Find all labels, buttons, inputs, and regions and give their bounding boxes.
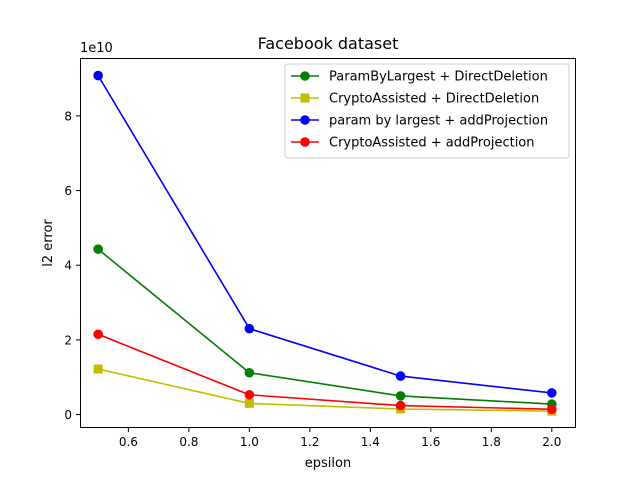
x-tick-label: 1.6 — [421, 435, 440, 449]
x-tick-label: 0.8 — [179, 435, 198, 449]
y-tick-label: 2 — [64, 333, 72, 347]
data-point — [244, 367, 255, 378]
legend-marker — [300, 71, 310, 81]
x-tick-label: 1.4 — [361, 435, 380, 449]
x-tick-label: 1.2 — [300, 435, 319, 449]
y-tick-label: 0 — [64, 408, 72, 422]
x-axis-ticks: 0.6 0.8 1.0 1.2 1.4 1.6 1.8 2.0 — [119, 428, 561, 449]
y-axis-label: l2 error — [41, 219, 56, 267]
x-tick-label: 2.0 — [542, 435, 561, 449]
legend-marker — [300, 115, 310, 125]
series-line — [97, 368, 552, 412]
y-axis-ticks: 0 2 4 6 8 — [64, 109, 80, 422]
legend-box — [284, 63, 570, 159]
data-point — [93, 70, 103, 81]
legend-marker — [300, 93, 310, 103]
y-scale-offset-label: 1e10 — [80, 41, 113, 56]
data-point — [93, 329, 103, 340]
legend-label: param by largest + addProjection — [329, 114, 548, 129]
legend-item: CryptoAssisted + addProjection — [291, 136, 535, 151]
x-axis-label: epsilon — [305, 456, 351, 471]
series-line — [97, 248, 552, 405]
series-line — [97, 333, 552, 411]
data-point — [547, 404, 557, 415]
legend-label: CryptoAssisted + addProjection — [329, 136, 535, 151]
legend-item: ParamByLargest + DirectDeletion — [291, 70, 548, 85]
legend-label: CryptoAssisted + DirectDeletion — [329, 92, 539, 107]
plot-frame — [80, 58, 576, 428]
data-point — [395, 400, 406, 411]
y-tick-label: 6 — [64, 184, 72, 198]
data-point — [93, 244, 103, 254]
series-3 — [93, 70, 557, 398]
x-tick-label: 1.0 — [240, 435, 259, 449]
x-tick-label: 1.8 — [482, 435, 501, 449]
chart-title: Facebook dataset — [258, 34, 399, 53]
data-point — [395, 371, 406, 381]
legend-label: ParamByLargest + DirectDeletion — [329, 70, 548, 85]
legend-marker — [300, 137, 310, 147]
series-4 — [93, 329, 557, 415]
data-point — [395, 391, 406, 401]
series-1 — [93, 244, 557, 409]
legend: ParamByLargest + DirectDeletion CryptoAss… — [284, 63, 570, 159]
x-tick-label: 0.6 — [119, 435, 138, 449]
legend-item: CryptoAssisted + DirectDeletion — [291, 92, 539, 107]
legend-item: param by largest + addProjection — [291, 114, 548, 129]
data-point — [93, 364, 103, 374]
data-point — [244, 398, 254, 408]
y-tick-label: 4 — [64, 259, 72, 273]
y-tick-label: 8 — [64, 109, 72, 123]
series-group — [93, 70, 557, 416]
data-point — [244, 323, 255, 334]
data-point — [244, 389, 255, 400]
data-point — [547, 388, 557, 398]
series-line — [97, 75, 552, 394]
